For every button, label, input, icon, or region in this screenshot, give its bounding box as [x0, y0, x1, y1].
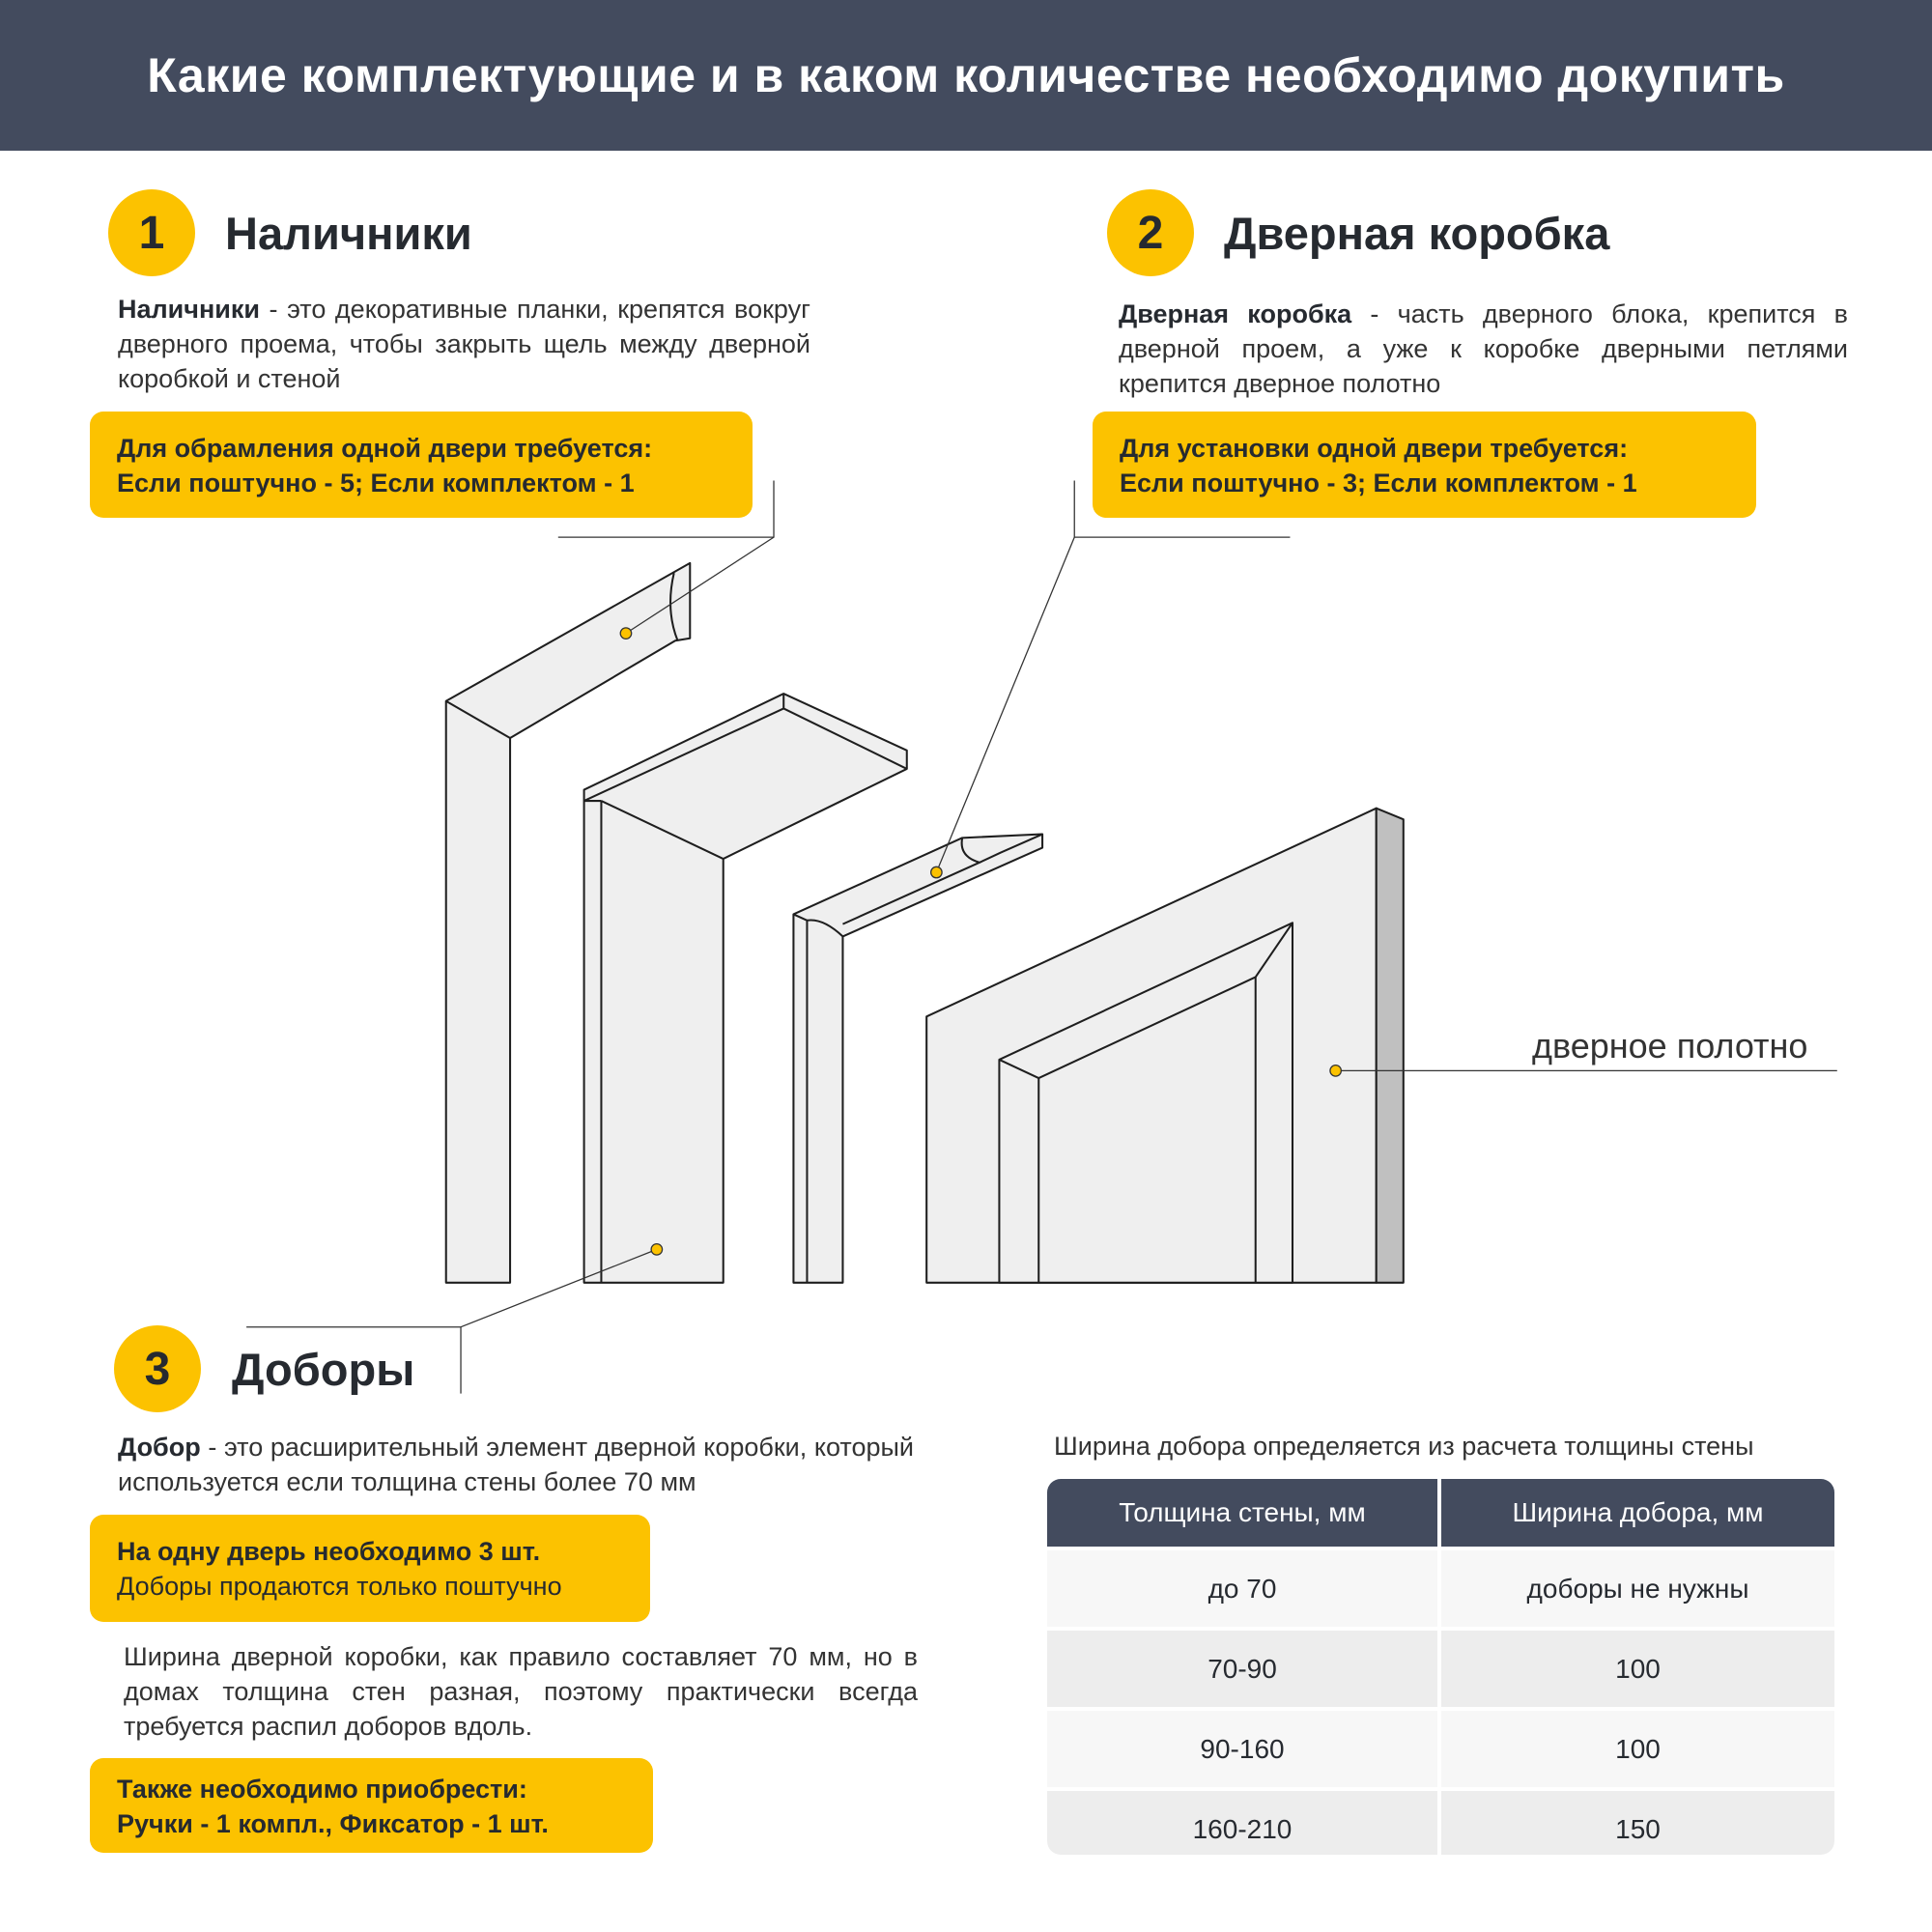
box-line: Если поштучно - 5; Если комплектом - 1: [117, 469, 635, 497]
callout-dot: [619, 627, 633, 639]
box-line: Если поштучно - 3; Если комплектом - 1: [1120, 469, 1637, 497]
frame-width-note: Ширина дверной коробки, как правило сост…: [124, 1642, 918, 1741]
table-cell: 150: [1441, 1791, 1834, 1855]
table-cell: 160-210: [1047, 1791, 1437, 1855]
callout-dot: [650, 1242, 664, 1256]
requirement-box: Для установки одной двери требуется: Есл…: [1093, 412, 1756, 518]
box-line: Также необходимо приобрести:: [117, 1775, 527, 1804]
page-title: Какие комплектующие и в каком количестве…: [147, 48, 1785, 102]
column-header: Толщина стены, мм: [1047, 1479, 1437, 1547]
callout-lines: [246, 480, 1837, 1394]
section-description: Дверная коробка - часть дверного блока, …: [1119, 297, 1848, 401]
section-description: Добор - это расширительный элемент дверн…: [118, 1430, 914, 1499]
table-cell: 100: [1441, 1711, 1834, 1787]
box-line: На одну дверь необходимо 3 шт.: [117, 1537, 541, 1566]
casing-drawing: [444, 561, 692, 1284]
section-description: Наличники - это декоративные планки, кре…: [118, 292, 810, 396]
table-cell: доборы не нужны: [1441, 1550, 1834, 1627]
column-header: Ширина добора, мм: [1441, 1479, 1834, 1547]
callout-dot: [1329, 1065, 1343, 1077]
term: Добор: [118, 1433, 201, 1462]
table-cell: 70-90: [1047, 1631, 1437, 1707]
section-title-extensions: Доборы: [232, 1344, 415, 1395]
box-line: Для установки одной двери требуется:: [1120, 434, 1629, 463]
door-leaf-drawing: [925, 807, 1405, 1284]
requirement-box: Для обрамления одной двери требуется: Ес…: [90, 412, 753, 518]
table-caption: Ширина добора определяется из расчета то…: [1054, 1432, 1754, 1461]
section-title-door-frame: Дверная коробка: [1224, 208, 1610, 259]
term: Наличники: [118, 295, 260, 324]
box-line: Для обрамления одной двери требуется:: [117, 434, 653, 463]
box-line: Доборы продаются только поштучно: [117, 1572, 562, 1601]
extra-items-box: Также необходимо приобрести: Ручки - 1 к…: [90, 1758, 653, 1853]
section-number-badge: 3: [114, 1325, 201, 1412]
description-text: - это расширительный элемент дверной кор…: [118, 1433, 914, 1496]
description-text: - это декоративные планки, крепятся вокр…: [118, 295, 810, 393]
extension-width-table: Толщина стены, мм Ширина добора, мм до 7…: [1047, 1479, 1834, 1855]
requirement-box: На одну дверь необходимо 3 шт. Доборы пр…: [90, 1515, 650, 1622]
door-leaf-label: дверное полотно: [1532, 1026, 1808, 1065]
term: Дверная коробка: [1119, 299, 1352, 328]
extension-board-drawing: [582, 693, 908, 1284]
section-number-badge: 1: [108, 189, 195, 276]
description-text: - часть дверного блока, крепится в дверн…: [1119, 299, 1848, 398]
door-frame-drawing: [792, 833, 1044, 1284]
callout-dot: [930, 866, 943, 879]
table-cell: до 70: [1047, 1550, 1437, 1627]
table-cell: 90-160: [1047, 1711, 1437, 1787]
header-bar: Какие комплектующие и в каком количестве…: [0, 0, 1932, 151]
box-line: Ручки - 1 компл., Фиксатор - 1 шт.: [117, 1809, 549, 1838]
section-number-badge: 2: [1107, 189, 1194, 276]
section-title-casings: Наличники: [225, 208, 472, 259]
table-cell: 100: [1441, 1631, 1834, 1707]
